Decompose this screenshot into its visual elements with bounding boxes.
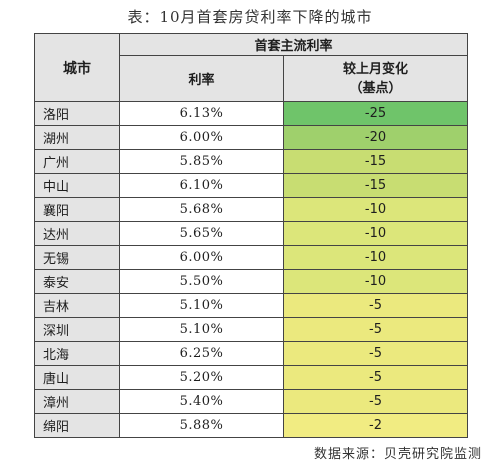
change-cell: -5: [283, 317, 468, 342]
city-cell: 无锡: [34, 245, 120, 270]
change-cell: -10: [283, 269, 468, 294]
table-row: 洛阳 6.13% -25: [34, 101, 468, 126]
change-cell: -5: [283, 293, 468, 318]
rate-cell: 5.10%: [119, 293, 284, 318]
city-cell: 唐山: [34, 365, 120, 390]
rate-cell: 6.13%: [119, 101, 284, 126]
change-cell: -15: [283, 173, 468, 198]
city-cell: 湖州: [34, 125, 120, 150]
header-change-line1: 较上月变化: [342, 61, 408, 77]
table-row: 无锡 6.00% -10: [34, 245, 468, 270]
table-body: 洛阳 6.13% -25 湖州 6.00% -20 广州 5.85% -15 中山 6.10% -15…: [34, 101, 468, 438]
source-note: 数据来源：贝壳研究院监测: [313, 447, 482, 462]
change-cell: -2: [283, 413, 468, 438]
table-row: 襄阳 5.68% -10: [34, 197, 468, 222]
table-row: 唐山 5.20% -5: [34, 365, 468, 390]
city-cell: 吉林: [34, 293, 120, 318]
city-cell: 绵阳: [34, 413, 120, 438]
rate-cell: 5.10%: [119, 317, 284, 342]
table-row: 广州 5.85% -15: [34, 149, 468, 174]
city-cell: 深圳: [34, 317, 120, 342]
rate-cell: 5.88%: [119, 413, 284, 438]
change-cell: -10: [283, 245, 468, 270]
change-cell: -5: [283, 365, 468, 390]
rate-cell: 5.20%: [119, 365, 284, 390]
table-row: 达州 5.65% -10: [34, 221, 468, 246]
city-cell: 达州: [34, 221, 120, 246]
rate-cell: 6.10%: [119, 173, 284, 198]
city-cell: 襄阳: [34, 197, 120, 222]
rate-cell: 5.40%: [119, 389, 284, 414]
header-group: 首套主流利率: [119, 33, 468, 56]
rate-cell: 5.50%: [119, 269, 284, 294]
rate-cell: 5.68%: [119, 197, 284, 222]
table-row: 湖州 6.00% -20: [34, 125, 468, 150]
city-cell: 北海: [34, 341, 120, 366]
rate-cell: 6.25%: [119, 341, 284, 366]
table-row: 中山 6.10% -15: [34, 173, 468, 198]
table-row: 漳州 5.40% -5: [34, 389, 468, 414]
city-cell: 洛阳: [34, 101, 120, 126]
rate-cell: 5.85%: [119, 149, 284, 174]
change-cell: -20: [283, 125, 468, 150]
header-change-line2: （基点）: [349, 80, 402, 96]
rate-table: 城市 首套主流利率 利率 较上月变化 （基点） 洛阳 6.13% -25 湖州 6.00…: [34, 33, 468, 438]
city-cell: 广州: [34, 149, 120, 174]
table-title: 表：10月首套房贷利率下降的城市: [127, 8, 373, 26]
header-rate: 利率: [119, 55, 284, 102]
change-cell: -5: [283, 389, 468, 414]
table-row: 深圳 5.10% -5: [34, 317, 468, 342]
table-row: 北海 6.25% -5: [34, 341, 468, 366]
change-cell: -10: [283, 197, 468, 222]
table-row: 绵阳 5.88% -2: [34, 413, 468, 438]
change-cell: -15: [283, 149, 468, 174]
rate-cell: 6.00%: [119, 125, 284, 150]
rate-cell: 6.00%: [119, 245, 284, 270]
city-cell: 中山: [34, 173, 120, 198]
header-change: 较上月变化 （基点）: [283, 55, 468, 102]
change-cell: -25: [283, 101, 468, 126]
rate-cell: 5.65%: [119, 221, 284, 246]
table-row: 泰安 5.50% -10: [34, 269, 468, 294]
table-row: 吉林 5.10% -5: [34, 293, 468, 318]
change-cell: -5: [283, 341, 468, 366]
change-cell: -10: [283, 221, 468, 246]
header-city: 城市: [34, 33, 120, 102]
city-cell: 漳州: [34, 389, 120, 414]
city-cell: 泰安: [34, 269, 120, 294]
